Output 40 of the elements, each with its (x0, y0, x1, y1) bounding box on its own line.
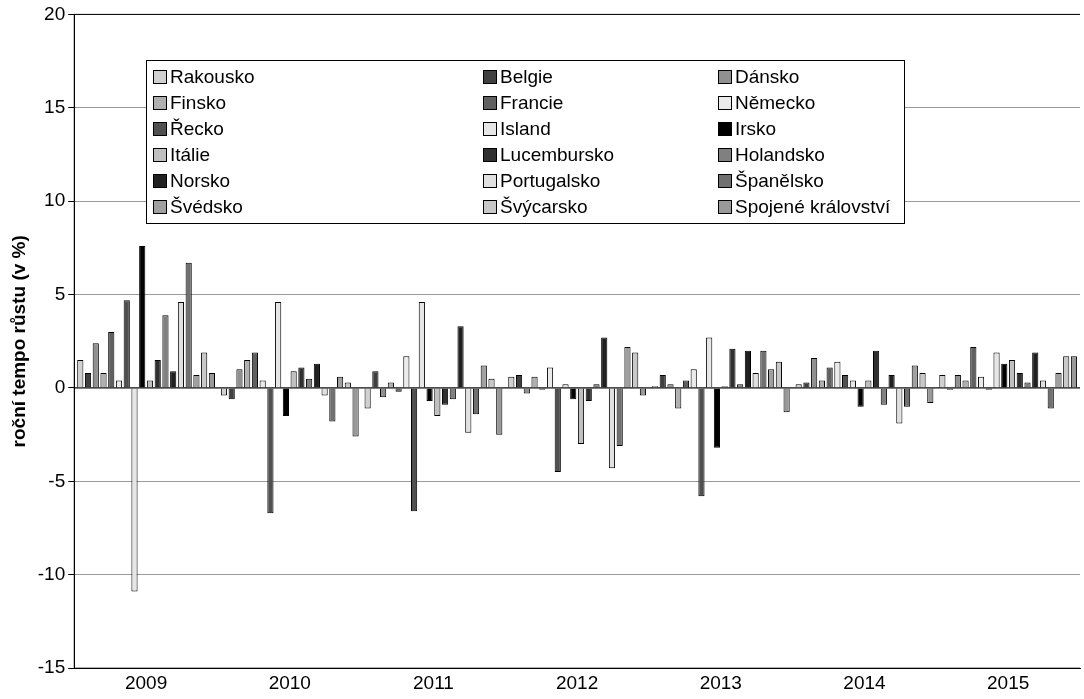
legend-label: Itálie (170, 143, 211, 167)
x-tick-label: 2013 (699, 671, 742, 693)
bar (426, 388, 433, 402)
legend-label: Irsko (735, 117, 777, 141)
y-tick-label: 15 (44, 96, 66, 118)
x-tick-label: 2015 (987, 671, 1030, 693)
y-tick-label: -5 (48, 469, 66, 491)
legend-label: Řecko (170, 117, 224, 141)
legend-label: Švédsko (170, 195, 243, 219)
legend-label: Holandsko (735, 143, 825, 167)
x-tick-label: 2012 (555, 671, 599, 693)
legend-label: Dánsko (735, 65, 800, 89)
bar (857, 388, 864, 407)
legend-label: Portugalsko (500, 169, 601, 193)
y-tick-label: 5 (54, 282, 66, 304)
y-tick-label: 20 (44, 2, 66, 24)
y-axis-title: roční tempo růstu (v %) (7, 235, 29, 448)
y-tick-label: -15 (37, 656, 66, 678)
bar (713, 388, 721, 448)
y-tick-label: 0 (54, 376, 66, 398)
x-tick-label: 2011 (413, 671, 454, 693)
x-tick-label: 2010 (268, 671, 311, 693)
legend-label: Island (500, 117, 551, 141)
legend-label: Norsko (170, 169, 231, 193)
x-tick-label: 2009 (124, 671, 168, 693)
y-tick-label: -10 (37, 563, 66, 585)
legend-label: Spojené království (735, 195, 891, 219)
bar (139, 246, 146, 388)
legend-label: Německo (735, 91, 816, 115)
legend-label: Francie (500, 91, 564, 115)
legend-label: Lucembursko (500, 143, 615, 167)
legend-label: Rakousko (170, 65, 255, 89)
legend-label: Finsko (170, 91, 226, 115)
x-tick-label: 2014 (843, 671, 887, 693)
legend-label: Španělsko (735, 169, 824, 193)
legend-label: Belgie (500, 65, 553, 89)
bar (282, 388, 289, 417)
legend-label: Švýcarsko (500, 195, 588, 219)
bar (1001, 363, 1008, 388)
y-tick-label: 10 (44, 189, 66, 211)
